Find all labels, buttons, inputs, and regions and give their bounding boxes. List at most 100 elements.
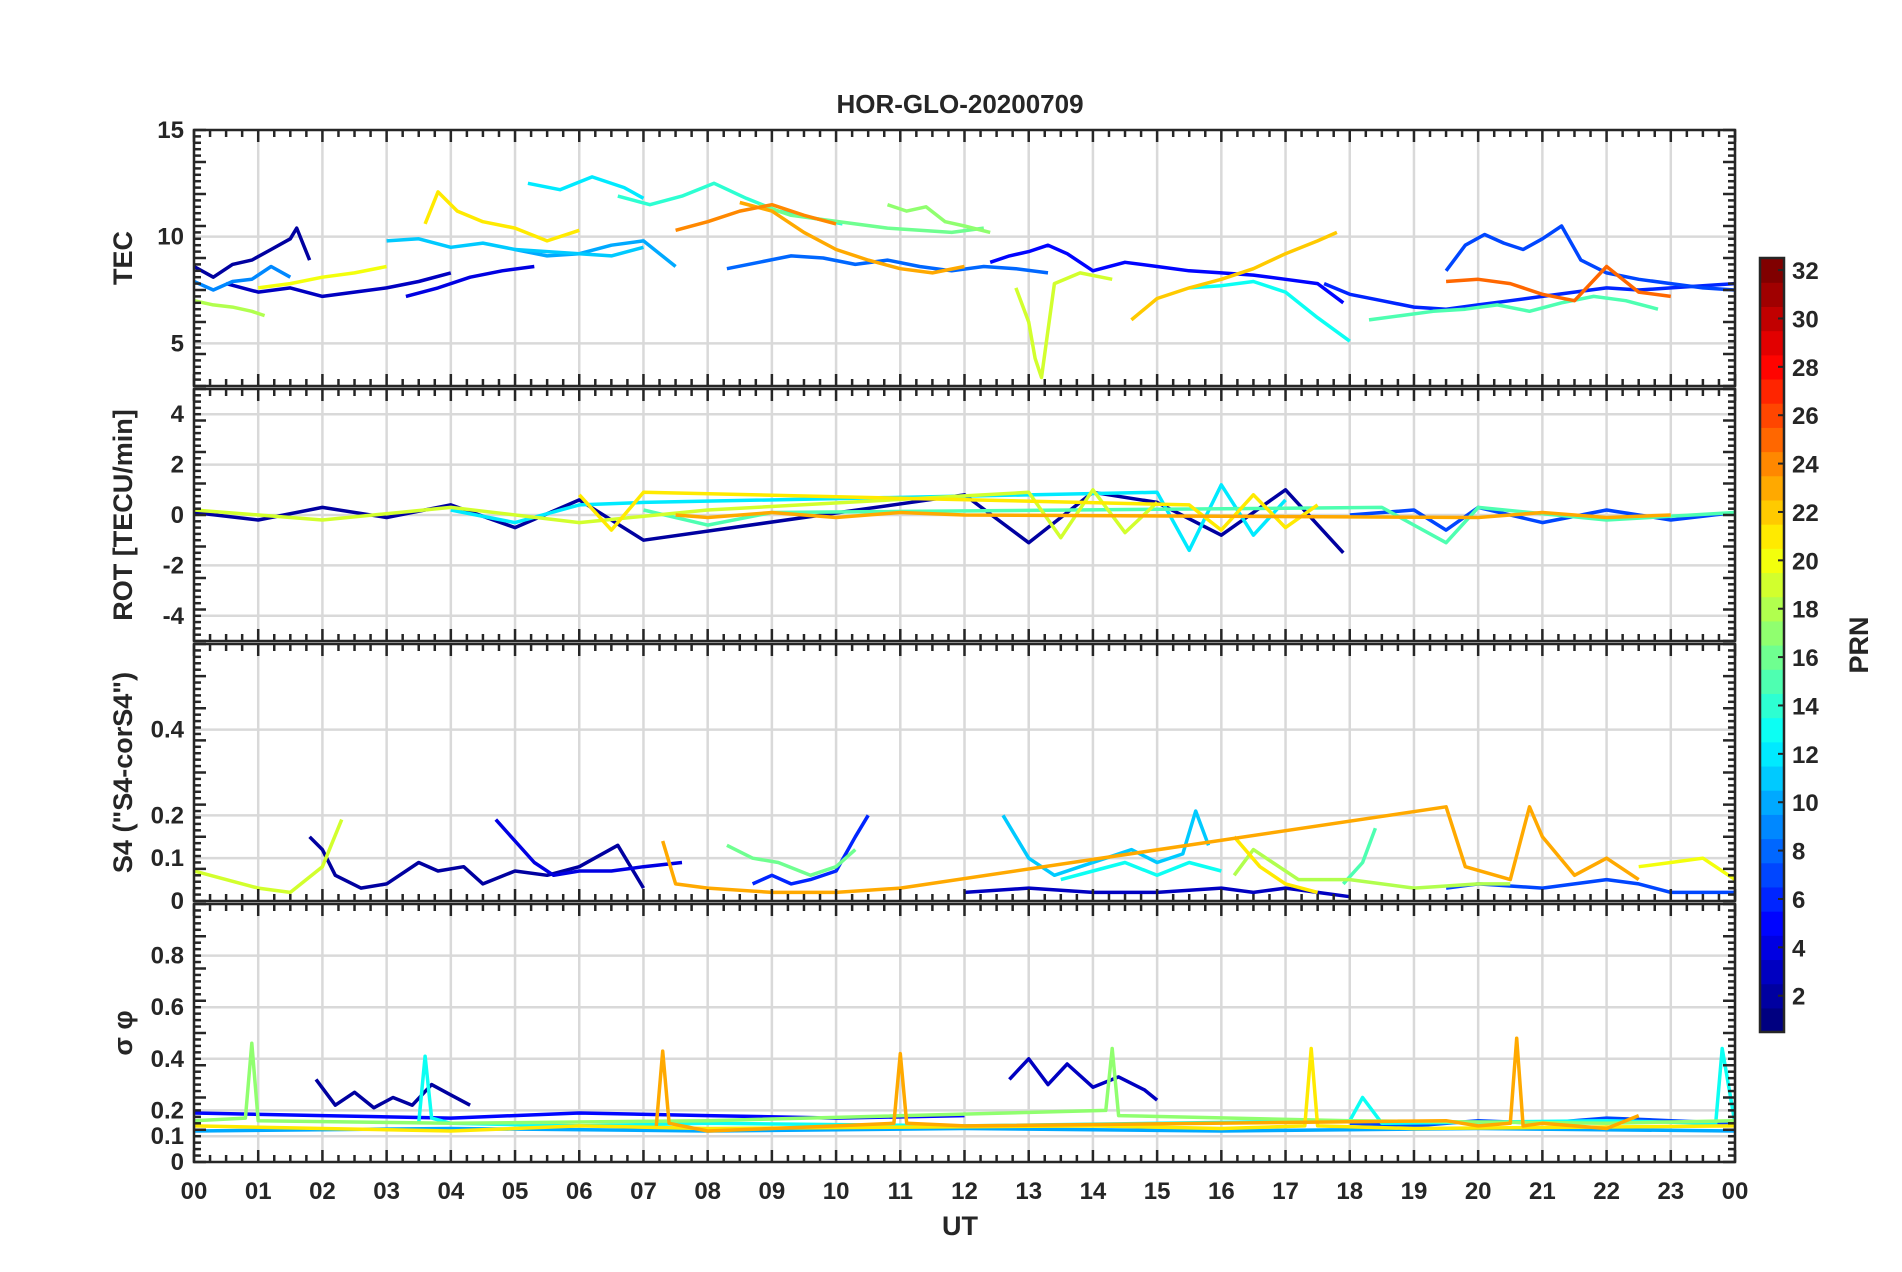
series-line-prn-2 (308, 835, 646, 890)
colorbar-segment (1760, 572, 1784, 598)
colorbar-tick-label: 10 (1792, 790, 1819, 817)
tick-marks (192, 128, 1737, 388)
y-axis-label: ROT [TECU/min] (108, 409, 138, 620)
colorbar-tick-label: 20 (1792, 548, 1819, 575)
x-tick-label: 07 (630, 1178, 657, 1205)
series-group (194, 1036, 1735, 1133)
series-line-prn-4 (494, 818, 683, 878)
x-tick-label: 14 (1080, 1178, 1107, 1205)
y-tick-label: 10 (157, 224, 184, 251)
series-line-prn-18 (1232, 847, 1511, 890)
colorbar-tick-label: 12 (1792, 742, 1819, 769)
series-line-prn-23 (739, 200, 965, 275)
x-tick-label: 18 (1336, 1178, 1363, 1205)
series-line-prn-18 (194, 298, 266, 318)
colorbar-segment (1760, 862, 1784, 888)
y-tick-label: 0.8 (151, 943, 184, 970)
series-line-prn-2 (194, 488, 1345, 554)
y-tick-label: 0.2 (151, 1097, 184, 1124)
series-line-prn-11 (386, 237, 644, 258)
series-line-prn-20 (1638, 856, 1735, 882)
colorbar-tick-label: 24 (1792, 452, 1819, 479)
x-tick-label: 10 (823, 1178, 850, 1205)
x-tick-label: 16 (1208, 1178, 1235, 1205)
series-line-prn-23 (654, 1036, 1640, 1133)
colorbar-segment (1760, 1007, 1784, 1033)
colorbar-tick-label: 22 (1792, 500, 1819, 527)
colorbar-segment (1760, 475, 1784, 501)
series-line-prn-15 (1368, 294, 1659, 322)
colorbar-segment (1760, 427, 1784, 453)
panel-1: 5 10 15 TEC (108, 117, 1737, 388)
x-tick-label: 22 (1593, 1178, 1620, 1205)
colorbar-segment (1760, 959, 1784, 985)
x-tick-label: 23 (1657, 1178, 1684, 1205)
colorbar-segment (1760, 524, 1784, 549)
y-tick-label: 0.4 (151, 717, 185, 744)
chart-title: HOR-GLO-20200709 (836, 89, 1083, 119)
series-line-prn-21 (194, 1046, 1735, 1133)
series-line-prn-23 (675, 510, 1671, 520)
colorbar-segment (1760, 282, 1784, 307)
colorbar-tick-label: 8 (1792, 839, 1805, 866)
colorbar-tick-label: 14 (1792, 693, 1819, 720)
x-tick-label: 11 (888, 1178, 913, 1205)
colorbar-tick-label: 18 (1792, 597, 1819, 624)
y-tick-label: -2 (163, 552, 184, 579)
x-tick-label: 00 (181, 1178, 208, 1205)
series-line-prn-6 (751, 814, 870, 886)
series-line-prn-23 (661, 805, 1640, 895)
y-tick-label: 5 (171, 330, 184, 357)
y-tick-label: 0 (171, 888, 184, 915)
colorbar-segment (1760, 330, 1784, 356)
x-tick-label: 12 (951, 1178, 978, 1205)
x-tick-label: 21 (1529, 1178, 1556, 1205)
series-line-prn-19 (194, 818, 344, 895)
x-tick-label: 17 (1272, 1178, 1299, 1205)
colorbar-segment (1760, 911, 1784, 936)
series-line-prn-20 (257, 264, 387, 290)
series-line-prn-16 (758, 203, 985, 235)
series-line-prn-7 (1444, 224, 1735, 292)
x-tick-label: 03 (373, 1178, 400, 1205)
colorbar-tick-label: 30 (1792, 306, 1819, 333)
series-line-prn-24 (675, 202, 837, 232)
y-tick-label: 2 (171, 452, 184, 479)
colorbar-segment (1760, 814, 1784, 840)
colorbar-tick-label: 4 (1792, 935, 1806, 962)
colorbar-segment (1760, 620, 1784, 646)
x-tick-label: 19 (1401, 1178, 1428, 1205)
x-tick-label: 09 (759, 1178, 786, 1205)
colorbar-tick-label: 2 (1792, 984, 1805, 1011)
series-line-prn-9 (194, 264, 292, 292)
panel-4: 00.10.2 0.4 0.6 0.8 σ φ 00 01 02 03 04 05 06 07 08 09 1… (108, 902, 1749, 1205)
x-tick-label: 00 (1722, 1178, 1749, 1205)
colorbar-tick-label: 26 (1792, 403, 1819, 430)
y-tick-label: 0.1 (151, 845, 184, 872)
series-line-prn-3 (225, 271, 452, 299)
colorbar-tick-label: 6 (1792, 887, 1805, 914)
tick-marks (192, 642, 1737, 903)
colorbar-segment (1760, 378, 1784, 404)
colorbar-tick-label: 28 (1792, 355, 1819, 382)
y-tick-label: 0.2 (151, 802, 184, 829)
x-tick-label: 04 (437, 1178, 464, 1205)
series-line-prn-15 (1342, 827, 1378, 886)
x-tick-label: 01 (245, 1178, 272, 1205)
series-line-prn-21 (1232, 835, 1319, 895)
tick-marks (192, 902, 1737, 1164)
series-line-prn-4 (405, 264, 535, 299)
series-line-prn-21 (423, 190, 580, 243)
x-tick-label: 20 (1465, 1178, 1492, 1205)
series-line-prn-13 (1189, 279, 1351, 343)
x-tick-label: 08 (694, 1178, 721, 1205)
panel-2: -4 -2 0 2 4 ROT [TECU/min] (108, 387, 1737, 643)
series-line-prn-2 (194, 226, 312, 279)
y-tick-label: 0.1 (151, 1123, 184, 1150)
series-line-prn-12 (527, 175, 645, 200)
panel-3: 0 0.1 0.2 0.4 S4 ("S4-corS4") (108, 642, 1737, 915)
colorbar-segment (1760, 765, 1784, 791)
series-line-prn-22 (1130, 230, 1338, 322)
series-line-prn-2 (314, 1078, 471, 1110)
